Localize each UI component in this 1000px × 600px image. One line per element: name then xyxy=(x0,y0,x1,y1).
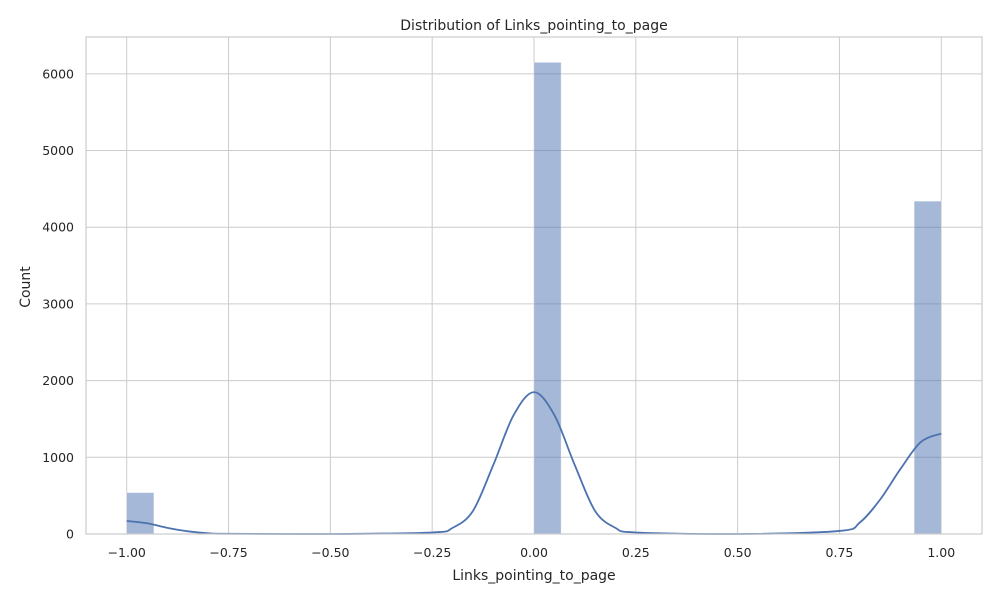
x-tick-label: 0.50 xyxy=(724,545,752,560)
y-tick-label: 4000 xyxy=(42,220,74,235)
x-tick-label: −0.50 xyxy=(311,545,349,560)
x-tick-labels: −1.00 −0.75 −0.50 −0.25 0.00 0.25 0.50 0.75 1.00 xyxy=(108,545,956,560)
y-tick-label: 2000 xyxy=(42,373,74,388)
histogram-bar xyxy=(913,200,942,535)
x-tick-label: 0.00 xyxy=(520,545,548,560)
histogram-bar xyxy=(533,61,562,535)
y-axis-label: Count xyxy=(18,266,34,308)
y-tick-labels: 0 1000 2000 3000 4000 5000 6000 xyxy=(42,66,74,541)
chart-title: Distribution of Links_pointing_to_page xyxy=(400,18,667,34)
x-tick-label: 0.75 xyxy=(826,545,854,560)
x-tick-label: −0.25 xyxy=(413,545,451,560)
y-tick-label: 6000 xyxy=(42,66,74,81)
x-tick-label: −0.75 xyxy=(209,545,247,560)
y-tick-label: 1000 xyxy=(42,450,74,465)
y-tick-label: 0 xyxy=(66,527,74,542)
x-tick-label: 1.00 xyxy=(927,545,955,560)
y-tick-label: 3000 xyxy=(42,296,74,311)
x-tick-label: 0.25 xyxy=(622,545,650,560)
plot-frame xyxy=(85,36,983,535)
x-axis-label: Links_pointing_to_page xyxy=(452,568,615,584)
x-tick-label: −1.00 xyxy=(108,545,146,560)
y-tick-label: 5000 xyxy=(42,143,74,158)
histogram-bar xyxy=(126,492,155,535)
kde-curve xyxy=(126,391,942,535)
histogram-bars xyxy=(126,61,942,535)
